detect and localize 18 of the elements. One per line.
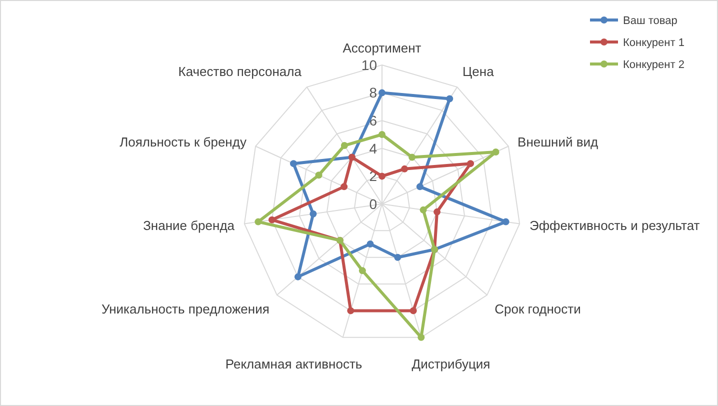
y-tick-label: 10: [361, 56, 378, 73]
spoke-label: Ассортимент: [342, 40, 422, 56]
spoke-label: Качество персонала: [178, 64, 302, 80]
spoke-label: Цена: [462, 64, 495, 80]
legend-label: Конкурент 2: [623, 58, 684, 71]
y-tick-label: 4: [369, 140, 378, 156]
spoke-label: Рекламная активность: [225, 356, 362, 372]
spoke-label: Дистрибуция: [412, 356, 490, 372]
legend-label: Ваш товар: [623, 14, 678, 27]
spoke-label: Эффективность и результат: [529, 218, 700, 233]
spoke-label: Знание бренда: [143, 218, 236, 233]
spoke-label: Внешний вид: [518, 134, 599, 150]
y-tick-label: 8: [369, 84, 378, 101]
legend-label: Конкурент 1: [623, 36, 684, 49]
y-tick-label: 0: [369, 196, 378, 212]
spoke-label: Уникальность предложения: [101, 301, 270, 316]
spoke-label: Срок годности: [494, 301, 581, 316]
spoke-label: Лояльность к бренду: [120, 134, 247, 150]
